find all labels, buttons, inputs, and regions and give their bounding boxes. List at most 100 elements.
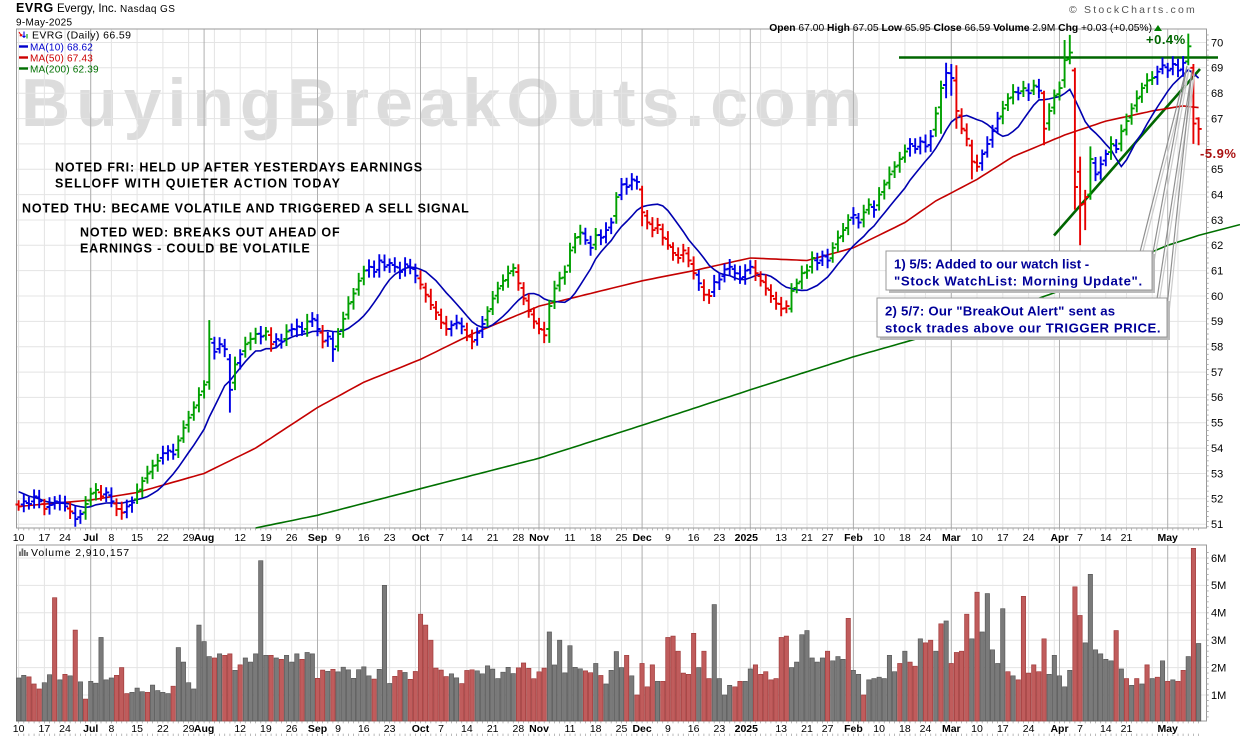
svg-text:27: 27 xyxy=(822,723,834,735)
svg-text:58: 58 xyxy=(1211,342,1223,354)
svg-text:2) 5/7: Our "BreakOut Alert" s: 2) 5/7: Our "BreakOut Alert" sent as xyxy=(885,304,1115,319)
svg-text:17: 17 xyxy=(39,723,51,735)
svg-text:24: 24 xyxy=(59,723,71,735)
svg-text:51: 51 xyxy=(1211,519,1223,531)
svg-text:54: 54 xyxy=(1211,443,1223,455)
svg-text:12: 12 xyxy=(234,723,246,735)
svg-text:61: 61 xyxy=(1211,265,1223,277)
svg-text:26: 26 xyxy=(286,532,298,544)
svg-text:Mar: Mar xyxy=(942,532,961,544)
svg-text:Jul: Jul xyxy=(83,723,98,735)
svg-text:Evergy, Inc.: Evergy, Inc. xyxy=(57,3,117,15)
svg-text:70: 70 xyxy=(1211,37,1223,49)
svg-text:EVRG (Daily) 66.59: EVRG (Daily) 66.59 xyxy=(32,30,131,42)
svg-text:Feb: Feb xyxy=(844,532,863,544)
svg-text:23: 23 xyxy=(714,723,726,735)
svg-text:9: 9 xyxy=(335,532,341,544)
svg-text:MA(10) 68.62: MA(10) 68.62 xyxy=(30,43,93,54)
svg-text:52: 52 xyxy=(1211,494,1223,506)
svg-text:NOTED THU: BECAME VOLATILE AND: NOTED THU: BECAME VOLATILE AND TRIGGERED… xyxy=(22,202,470,216)
svg-text:Feb: Feb xyxy=(844,723,863,735)
svg-text:May: May xyxy=(1157,723,1178,735)
svg-text:28: 28 xyxy=(513,532,525,544)
svg-text:7: 7 xyxy=(438,532,444,544)
svg-text:12: 12 xyxy=(234,532,246,544)
svg-text:9-May-2025: 9-May-2025 xyxy=(16,18,72,29)
svg-text:Sep: Sep xyxy=(308,723,327,735)
svg-text:16: 16 xyxy=(358,723,370,735)
svg-text:13: 13 xyxy=(775,532,787,544)
svg-text:14: 14 xyxy=(1100,723,1112,735)
svg-text:10: 10 xyxy=(971,723,983,735)
svg-text:21: 21 xyxy=(487,532,499,544)
svg-text:Dec: Dec xyxy=(632,723,651,735)
svg-text:Aug: Aug xyxy=(194,532,214,544)
svg-text:56: 56 xyxy=(1211,392,1223,404)
svg-text:10: 10 xyxy=(13,723,25,735)
svg-text:1M: 1M xyxy=(1211,690,1226,702)
svg-text:MA(50) 67.43: MA(50) 67.43 xyxy=(30,54,93,65)
svg-text:Oct: Oct xyxy=(412,723,430,735)
svg-text:21: 21 xyxy=(801,723,813,735)
svg-text:10: 10 xyxy=(13,532,25,544)
svg-text:23: 23 xyxy=(384,532,396,544)
svg-text:stock trades above our TRIGGER: stock trades above our TRIGGER PRICE. xyxy=(885,321,1161,336)
svg-text:28: 28 xyxy=(513,723,525,735)
svg-text:NOTED WED: BREAKS OUT AHEAD OF: NOTED WED: BREAKS OUT AHEAD OF xyxy=(80,226,340,240)
svg-text:2M: 2M xyxy=(1211,662,1226,674)
svg-text:Mar: Mar xyxy=(942,723,961,735)
svg-text:22: 22 xyxy=(157,723,169,735)
svg-text:7: 7 xyxy=(438,723,444,735)
svg-text:-5.9%: -5.9% xyxy=(1200,146,1236,161)
svg-text:14: 14 xyxy=(461,532,473,544)
svg-text:Dec: Dec xyxy=(632,532,651,544)
svg-text:6M: 6M xyxy=(1211,553,1226,565)
svg-text:Volume 2,910,157: Volume 2,910,157 xyxy=(31,547,130,559)
svg-text:19: 19 xyxy=(260,532,272,544)
svg-text:24: 24 xyxy=(1023,532,1035,544)
svg-text:Nasdaq GS: Nasdaq GS xyxy=(120,4,175,15)
svg-text:Sep: Sep xyxy=(308,532,327,544)
svg-text:2025: 2025 xyxy=(735,723,759,735)
svg-text:5M: 5M xyxy=(1211,580,1226,592)
svg-text:10: 10 xyxy=(873,723,885,735)
svg-text:10: 10 xyxy=(971,532,983,544)
svg-text:15: 15 xyxy=(131,723,143,735)
svg-text:7: 7 xyxy=(1077,723,1083,735)
svg-text:9: 9 xyxy=(665,532,671,544)
svg-text:10: 10 xyxy=(873,532,885,544)
svg-text:64: 64 xyxy=(1211,189,1223,201)
svg-text:17: 17 xyxy=(997,723,1009,735)
svg-text:11: 11 xyxy=(565,723,576,735)
svg-text:23: 23 xyxy=(714,532,726,544)
svg-text:53: 53 xyxy=(1211,468,1223,480)
svg-text:EARNINGS - COULD BE VOLATILE: EARNINGS - COULD BE VOLATILE xyxy=(80,242,311,256)
svg-text:18: 18 xyxy=(899,532,911,544)
svg-text:57: 57 xyxy=(1211,367,1223,379)
svg-text:22: 22 xyxy=(157,532,169,544)
svg-text:14: 14 xyxy=(1100,532,1112,544)
svg-text:25: 25 xyxy=(616,723,628,735)
svg-text:16: 16 xyxy=(358,532,370,544)
svg-text:68: 68 xyxy=(1211,88,1223,100)
svg-text:16: 16 xyxy=(688,723,700,735)
svg-text:24: 24 xyxy=(920,532,932,544)
svg-text:2025: 2025 xyxy=(735,532,759,544)
svg-text:Nov: Nov xyxy=(529,532,549,544)
svg-text:18: 18 xyxy=(590,723,602,735)
svg-text:29: 29 xyxy=(183,723,195,735)
svg-text:Oct: Oct xyxy=(412,532,430,544)
svg-text:55: 55 xyxy=(1211,418,1223,430)
svg-text:18: 18 xyxy=(899,723,911,735)
svg-text:17: 17 xyxy=(39,532,51,544)
svg-text:16: 16 xyxy=(688,532,700,544)
svg-text:24: 24 xyxy=(59,532,71,544)
svg-text:MA(200) 62.39: MA(200) 62.39 xyxy=(30,65,99,76)
svg-text:3M: 3M xyxy=(1211,635,1226,647)
svg-text:60: 60 xyxy=(1211,291,1223,303)
svg-text:SELLOFF WITH QUIETER ACTION TO: SELLOFF WITH QUIETER ACTION TODAY xyxy=(55,177,341,191)
svg-text:29: 29 xyxy=(183,532,195,544)
svg-text:69: 69 xyxy=(1211,63,1223,75)
svg-text:26: 26 xyxy=(286,723,298,735)
svg-text:May: May xyxy=(1157,532,1178,544)
